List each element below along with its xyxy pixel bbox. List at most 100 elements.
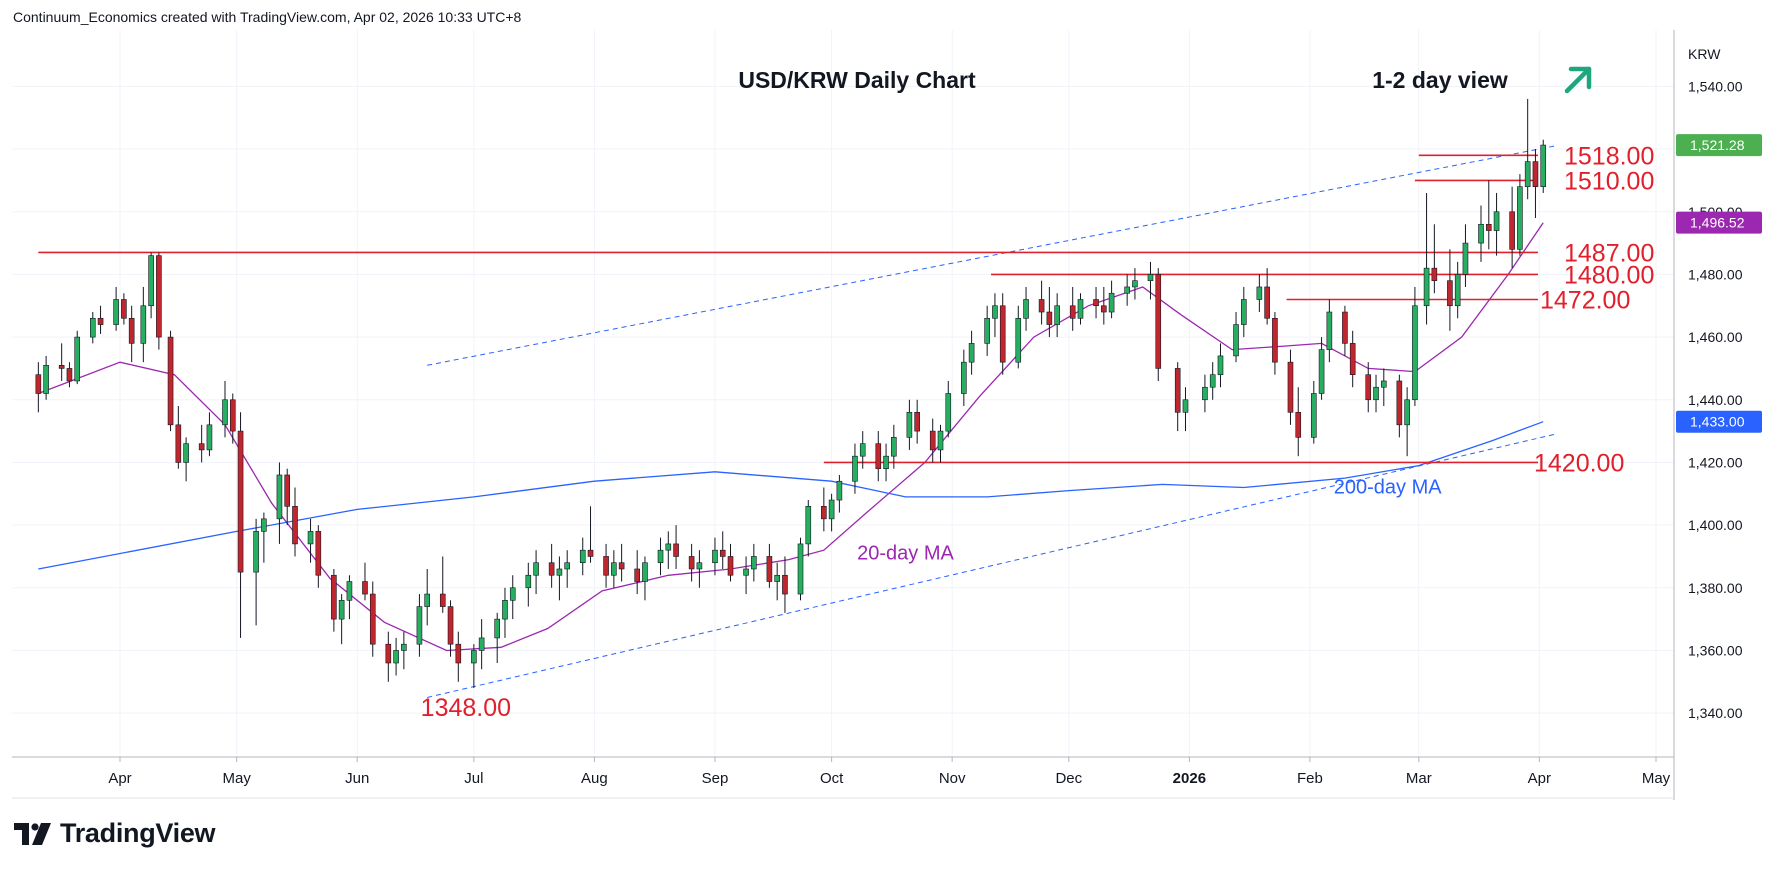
candle-up	[556, 568, 563, 576]
candle-down	[548, 562, 555, 576]
x-tick-label: Feb	[1297, 770, 1323, 787]
candle-up	[1326, 311, 1333, 350]
x-tick-label: Nov	[939, 770, 966, 787]
candle-down	[634, 568, 640, 582]
x-tick-label: Oct	[820, 770, 844, 787]
chart-attribution: Continuum_Economics created with Trading…	[13, 9, 522, 25]
view-label: 1-2 day view	[1372, 67, 1508, 93]
candle-up	[906, 412, 913, 438]
candle-up	[1380, 380, 1387, 388]
candle-up	[43, 364, 49, 394]
candle-up	[502, 600, 508, 620]
grid-lines	[12, 30, 1674, 757]
candle-down	[97, 317, 104, 325]
candle-up	[797, 543, 804, 595]
channel-line-lower	[427, 433, 1556, 698]
x-axis-ticks: Apr May Jun Jul Aug Sep Oct Nov Dec 2026 Feb Mar Apr…	[108, 757, 1671, 787]
candle-up	[696, 562, 703, 570]
candle-down	[673, 543, 679, 557]
level-label: 1510.00	[1564, 167, 1654, 195]
candle-down	[1532, 161, 1539, 187]
candle-down	[362, 581, 368, 595]
trend-channel	[427, 145, 1556, 698]
candle-up	[968, 343, 975, 363]
candle-down	[156, 255, 162, 338]
candle-up	[525, 574, 532, 589]
tradingview-logo-icon	[14, 822, 51, 845]
moving-averages	[38, 222, 1544, 652]
candle-down	[1485, 223, 1492, 231]
candle-up	[261, 518, 267, 532]
candle-up	[140, 305, 147, 344]
candle-up	[346, 581, 353, 601]
candle-up	[253, 531, 259, 573]
x-tick-label: May	[1642, 770, 1671, 787]
candle-up	[1015, 317, 1022, 363]
x-tick-label: Apr	[108, 770, 131, 787]
candle-up	[1311, 393, 1317, 438]
candle-up	[883, 455, 889, 470]
candle-up	[1241, 299, 1247, 325]
y-tick-label: 1,360.00	[1688, 642, 1743, 658]
candle-down	[603, 556, 609, 576]
candle-down	[455, 643, 462, 664]
candle-up	[828, 499, 835, 520]
candle-down	[128, 317, 135, 344]
candle-up	[533, 562, 539, 576]
candle-up	[424, 593, 431, 607]
candle-up	[1108, 292, 1115, 313]
candle-up	[751, 556, 757, 570]
x-tick-label: 2026	[1173, 770, 1206, 787]
candle-up	[1517, 186, 1523, 250]
candle-down	[1264, 286, 1270, 319]
candle-down	[1365, 374, 1372, 401]
candle-down	[1447, 280, 1453, 307]
candle-up	[1404, 399, 1410, 426]
x-tick-label: Sep	[702, 770, 729, 787]
tradingview-logo[interactable]: TradingView	[14, 818, 216, 849]
y-tick-label: 1,540.00	[1688, 78, 1743, 94]
candle-up	[401, 643, 407, 651]
candle-up	[564, 562, 570, 570]
y-tick-label: 1,400.00	[1688, 517, 1743, 533]
candle-up	[416, 606, 423, 645]
level-label: 1518.00	[1564, 142, 1654, 170]
candle-up	[89, 317, 96, 338]
candle-up	[1023, 299, 1029, 319]
candle-up	[1182, 399, 1189, 413]
x-tick-label: Dec	[1055, 770, 1082, 787]
candle-up	[1423, 267, 1430, 307]
candle-down	[1101, 305, 1107, 313]
candle-down	[369, 593, 376, 645]
candle-down	[284, 474, 291, 507]
candle-up	[743, 568, 749, 576]
chart-title: USD/KRW Daily Chart	[738, 67, 976, 93]
candle-down	[766, 556, 773, 582]
candle-down	[198, 443, 205, 451]
candle-down	[1272, 317, 1278, 363]
candle-down	[1509, 211, 1515, 250]
candle-up	[148, 255, 154, 307]
candle-up	[113, 299, 119, 325]
tradingview-logo-text: TradingView	[60, 818, 216, 848]
candle-up	[1412, 305, 1418, 401]
channel-line-upper	[427, 145, 1555, 366]
x-tick-label: Aug	[581, 770, 608, 787]
candle-up	[1132, 280, 1138, 288]
candle-down	[58, 364, 65, 369]
candle-up	[1054, 305, 1060, 325]
candle-up	[276, 474, 283, 520]
candle-up	[891, 437, 897, 457]
candle-up	[1373, 386, 1379, 401]
candle-up	[642, 562, 648, 582]
candle-up	[307, 531, 314, 545]
candle-up	[1077, 299, 1084, 319]
x-tick-label: Jun	[345, 770, 369, 787]
candle-down	[587, 549, 594, 557]
candle-up	[338, 600, 345, 620]
candle-up	[611, 562, 617, 576]
candle-down	[1046, 311, 1053, 325]
level-label: 1420.00	[1534, 449, 1624, 477]
